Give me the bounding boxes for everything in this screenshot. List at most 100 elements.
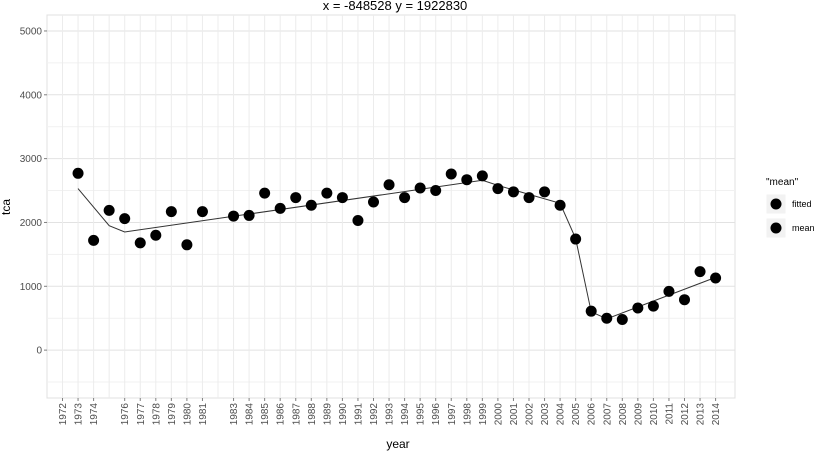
mean-point <box>352 215 364 227</box>
x-tick-label: 1994 <box>400 403 411 426</box>
x-tick-label: 2002 <box>525 403 536 426</box>
x-tick-label: 2004 <box>556 403 567 426</box>
mean-point <box>259 187 271 199</box>
legend-label: mean <box>792 223 815 233</box>
y-tick-label: 4000 <box>20 90 43 101</box>
x-tick-label: 1973 <box>74 403 85 426</box>
x-tick-label: 1981 <box>198 403 209 426</box>
x-tick-label: 1984 <box>245 403 256 426</box>
mean-point <box>570 233 582 245</box>
x-axis: 1972 1973 1974 1976 1977 1978 1979 1980 1981 1983… <box>58 398 722 425</box>
mean-point <box>72 167 84 179</box>
mean-point <box>305 199 317 211</box>
x-tick-label: 1992 <box>369 403 380 426</box>
x-tick-label: 2008 <box>618 403 629 426</box>
mean-point <box>119 213 131 225</box>
mean-point <box>476 170 488 182</box>
mean-point <box>274 202 286 214</box>
mean-point <box>150 229 162 241</box>
x-tick-label: 2001 <box>509 403 520 426</box>
mean-point <box>321 187 333 199</box>
mean-point <box>399 192 411 204</box>
mean-point <box>710 272 722 284</box>
mean-point <box>461 174 473 186</box>
mean-point <box>290 192 302 204</box>
x-tick-label: 2010 <box>649 403 660 426</box>
x-tick-label: 1995 <box>416 403 427 426</box>
x-tick-label: 1979 <box>167 403 178 426</box>
legend-label: fitted <box>792 199 812 209</box>
x-tick-label: 1999 <box>478 403 489 426</box>
mean-point <box>196 206 208 218</box>
mean-point <box>445 168 457 180</box>
x-tick-label: 1990 <box>338 403 349 426</box>
chart-title: x = -848528 y = 1922830 <box>323 0 468 13</box>
x-tick-label: 2012 <box>680 403 691 426</box>
mean-point <box>647 300 659 312</box>
x-tick-label: 1976 <box>120 403 131 426</box>
plot-panel <box>46 14 736 399</box>
mean-point <box>663 285 675 297</box>
mean-points <box>72 167 722 325</box>
mean-point <box>414 182 426 194</box>
x-tick-label: 1998 <box>462 403 473 426</box>
y-tick-label: 0 <box>36 346 42 357</box>
x-tick-label: 2009 <box>633 403 644 426</box>
x-tick-label: 2007 <box>602 403 613 426</box>
x-tick-label: 1977 <box>136 403 147 426</box>
x-tick-label: 2003 <box>540 403 551 426</box>
x-tick-label: 2014 <box>711 403 722 426</box>
y-tick-label: 1000 <box>20 282 43 293</box>
x-tick-label: 1980 <box>182 403 193 426</box>
mean-point <box>554 199 566 211</box>
mean-point <box>228 210 240 222</box>
mean-point <box>585 305 597 317</box>
y-axis-title: tca <box>0 199 13 215</box>
mean-point <box>243 209 255 221</box>
x-tick-label: 1972 <box>58 403 69 426</box>
x-tick-label: 2013 <box>696 403 707 426</box>
x-tick-label: 2011 <box>664 403 675 425</box>
mean-point <box>181 239 193 251</box>
y-tick-label: 5000 <box>20 26 43 37</box>
mean-point <box>383 179 395 191</box>
x-tick-label: 1997 <box>447 403 458 426</box>
y-tick-label: 2000 <box>20 218 43 229</box>
mean-point <box>694 266 706 278</box>
legend-symbol <box>770 198 782 210</box>
mean-point <box>368 196 379 208</box>
mean-point <box>430 185 442 197</box>
x-tick-label: 1983 <box>229 403 240 426</box>
legend-title: "mean" <box>766 177 799 188</box>
mean-point <box>103 204 115 216</box>
x-tick-label: 1989 <box>322 403 333 426</box>
mean-point <box>507 186 519 198</box>
x-tick-label: 2005 <box>571 403 582 426</box>
mean-point <box>523 192 535 204</box>
x-tick-label: 1991 <box>353 403 364 426</box>
mean-point <box>492 183 504 195</box>
mean-point <box>539 186 551 198</box>
mean-point <box>336 192 348 204</box>
mean-point <box>601 312 613 324</box>
x-tick-label: 1985 <box>260 403 271 426</box>
y-axis: 0 1000 2000 3000 4000 5000 <box>20 26 47 357</box>
x-tick-label: 1978 <box>151 403 162 426</box>
legend-symbol <box>770 222 782 234</box>
mean-point <box>88 234 100 246</box>
mean-point <box>134 237 146 249</box>
mean-point <box>616 313 628 325</box>
x-tick-label: 1986 <box>276 403 287 426</box>
x-tick-label: 2006 <box>587 403 598 426</box>
x-tick-label: 1993 <box>385 403 396 426</box>
mean-point <box>632 302 644 314</box>
x-axis-title: year <box>386 437 409 451</box>
legend: "mean" fitted mean <box>765 177 815 239</box>
x-tick-label: 1996 <box>431 403 442 426</box>
mean-point <box>165 206 177 218</box>
grid-lines <box>47 15 735 398</box>
x-tick-label: 1987 <box>291 403 302 426</box>
y-tick-label: 3000 <box>20 154 43 165</box>
x-tick-label: 2000 <box>493 403 504 426</box>
